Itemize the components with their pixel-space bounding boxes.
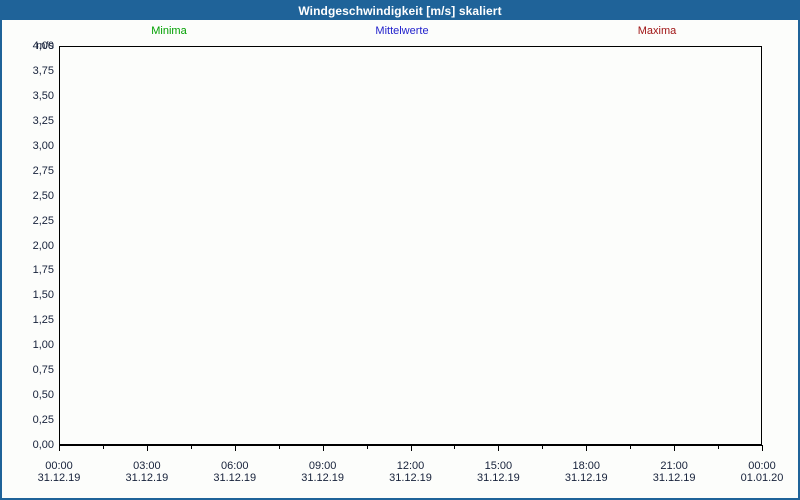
y-axis-tick-label: 0,25 <box>32 414 54 427</box>
x-tick-time: 03:00 <box>133 460 161 472</box>
x-tick-date: 31.12.19 <box>652 472 696 484</box>
x-axis-tick-label: 09:00 31.12.19 <box>283 460 363 484</box>
x-tick-time: 00:00 <box>748 460 776 472</box>
x-tick-date: 31.12.19 <box>476 472 520 484</box>
x-tick-date: 31.12.19 <box>125 472 169 484</box>
x-tick-time: 00:00 <box>45 460 73 472</box>
x-axis-tick-label: 18:00 31.12.19 <box>546 460 626 484</box>
x-tick-time: 18:00 <box>572 460 601 472</box>
x-tick-time: 09:00 <box>308 460 337 472</box>
plot-area <box>59 46 762 445</box>
x-axis-tick-label: 00:00 01.01.20 <box>722 460 798 484</box>
x-axis-tick-label: 00:00 31.12.19 <box>19 460 99 484</box>
y-axis-tick-label: 1,75 <box>32 264 54 277</box>
x-tick-date: 31.12.19 <box>301 472 345 484</box>
legend-maxima: Maxima <box>637 25 677 37</box>
x-axis-tick-label: 06:00 31.12.19 <box>195 460 275 484</box>
x-tick-time: 21:00 <box>660 460 688 472</box>
y-axis-tick-label: 1,00 <box>32 339 54 352</box>
x-tick-time: 12:00 <box>396 460 425 472</box>
x-tick-date: 01.01.20 <box>740 472 784 484</box>
x-axis-tick-label: 03:00 31.12.19 <box>107 460 187 484</box>
x-tick-date: 31.12.19 <box>389 472 432 484</box>
y-axis-tick-label: 3,50 <box>32 89 54 102</box>
window-title-bar: Windgeschwindigkeit [m/s] skaliert <box>2 2 798 20</box>
y-axis-tick-label: 3,25 <box>32 114 54 127</box>
axis-tick-marks <box>59 445 763 451</box>
y-axis-tick-label: 0,00 <box>32 439 54 451</box>
y-axis-tick-label: 1,50 <box>32 289 54 302</box>
y-axis-tick-label: 2,00 <box>32 239 54 252</box>
y-axis-tick-label: 0,50 <box>32 389 54 402</box>
x-tick-date: 31.12.19 <box>564 472 608 484</box>
x-tick-date: 31.12.19 <box>213 472 257 484</box>
legend-minima: Minima <box>151 25 187 37</box>
y-axis-tick-label: 2,75 <box>32 164 54 177</box>
x-tick-date: 31.12.19 <box>37 472 81 484</box>
y-axis-tick-label: 3,00 <box>32 139 54 152</box>
y-axis-tick-label: 2,25 <box>32 214 54 227</box>
y-axis-tick-label: 0,75 <box>32 364 54 377</box>
x-tick-time: 06:00 <box>220 460 249 472</box>
y-axis-tick-label: 4,00 <box>32 40 54 52</box>
x-axis-tick-label: 12:00 31.12.19 <box>371 460 451 484</box>
plot-frame-border <box>59 46 762 445</box>
y-axis-unit-label: m/s <box>36 40 54 52</box>
x-tick-time: 15:00 <box>484 460 513 472</box>
x-axis-tick-label: 15:00 31.12.19 <box>458 460 538 484</box>
y-axis-tick-label: 2,50 <box>32 189 54 202</box>
page-title: Windgeschwindigkeit [m/s] skaliert <box>298 4 502 18</box>
chart-legend: Minima Mittelwerte Maxima <box>2 24 798 38</box>
y-axis-tick-label: 3,75 <box>32 64 54 77</box>
y-axis-tick-label: 1,25 <box>32 314 54 327</box>
x-axis-tick-label: 21:00 31.12.19 <box>634 460 714 484</box>
legend-mittelwerte: Mittelwerte <box>375 25 429 37</box>
